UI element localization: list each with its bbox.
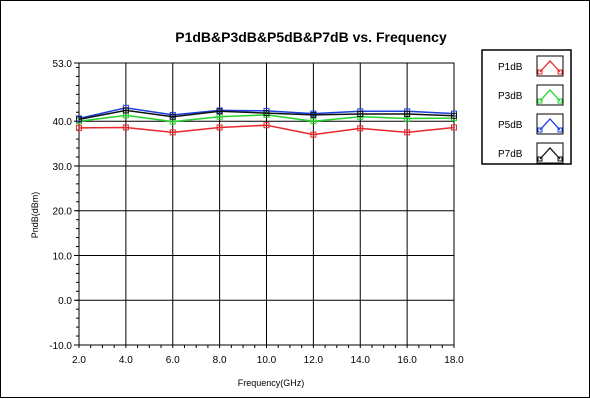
x-tick-label: 14.0 <box>351 355 371 366</box>
data-point-p1db <box>169 129 176 136</box>
series-group <box>76 104 457 138</box>
plot-border <box>78 62 455 346</box>
legend-swatch-line <box>539 118 561 131</box>
data-point-p1db <box>76 124 82 131</box>
legend-swatch-box <box>536 142 564 164</box>
legend-label-p7db: P7dB <box>498 149 523 160</box>
x-tick-label: 6.0 <box>166 355 180 366</box>
y-tick-label: -10.0 <box>49 341 72 352</box>
legend-swatch-box <box>536 84 564 106</box>
legend-label-p5db: P5dB <box>498 120 523 131</box>
data-point-p7db <box>169 113 176 120</box>
legend-swatch-line <box>539 60 561 73</box>
legend-label-p3db: P3dB <box>498 91 523 102</box>
legend-marker <box>557 127 563 133</box>
legend-swatch-box <box>536 113 564 135</box>
y-tick-label: 20.0 <box>53 207 73 218</box>
legend-swatch-line <box>539 147 561 160</box>
data-point-p3db <box>310 118 317 125</box>
data-point-p1db <box>451 124 457 131</box>
data-point-p1db <box>263 122 270 129</box>
legend-label-p1db: P1dB <box>498 62 523 73</box>
x-tick-label: 4.0 <box>119 355 133 366</box>
data-point-p7db <box>404 111 411 118</box>
legend-marker <box>557 156 563 162</box>
data-point-p1db <box>357 125 364 132</box>
series-line-p7db <box>78 109 455 121</box>
x-tick-label: 16.0 <box>397 355 417 366</box>
data-point-p3db <box>404 115 411 122</box>
legend-swatch-box <box>536 55 564 77</box>
legend-marker <box>557 98 563 104</box>
legend: P1dB P3dB P5dB P7dB <box>481 49 572 165</box>
legend-marker <box>557 69 563 75</box>
x-tick-label: 2.0 <box>72 355 86 366</box>
y-axis-label: PndB(dBm) <box>30 192 40 239</box>
y-tick-label: 40.0 <box>53 117 73 128</box>
x-axis-label: Frequency(GHz) <box>238 378 305 388</box>
grid <box>78 62 455 346</box>
data-point-p7db <box>451 112 457 119</box>
legend-marker <box>537 69 543 75</box>
chart-title: P1dB&P3dB&P5dB&P7dB vs. Frequency <box>175 29 447 45</box>
data-point-p1db <box>122 124 129 131</box>
series-line-p1db <box>78 124 455 136</box>
data-point-p1db <box>216 124 223 131</box>
y-tick-label: 30.0 <box>53 162 73 173</box>
y-tick-label: 0.0 <box>58 296 72 307</box>
y-tick-label: 53.0 <box>53 59 73 70</box>
data-point-p7db <box>216 108 223 115</box>
data-point-p7db <box>122 107 129 114</box>
data-point-p7db <box>310 111 317 118</box>
y-tick-label: 10.0 <box>53 251 73 262</box>
data-point-p7db <box>357 111 364 118</box>
legend-swatch-line <box>539 89 561 102</box>
x-tick-label: 18.0 <box>444 355 464 366</box>
legend-marker <box>537 156 543 162</box>
x-tick-label: 12.0 <box>304 355 324 366</box>
series-line-p3db <box>78 114 455 123</box>
x-tick-label: 10.0 <box>257 355 277 366</box>
data-point-p1db <box>404 129 411 136</box>
data-point-p1db <box>310 131 317 138</box>
legend-marker <box>537 98 543 104</box>
data-point-p7db <box>76 116 82 123</box>
tick-labels: 2.0 4.0 6.0 8.0 10.0 12.0 14.0 16.0 18.0 53.0 40.0… <box>49 59 464 366</box>
x-tick-label: 8.0 <box>213 355 227 366</box>
legend-marker <box>537 127 543 133</box>
data-point-p7db <box>263 110 270 117</box>
